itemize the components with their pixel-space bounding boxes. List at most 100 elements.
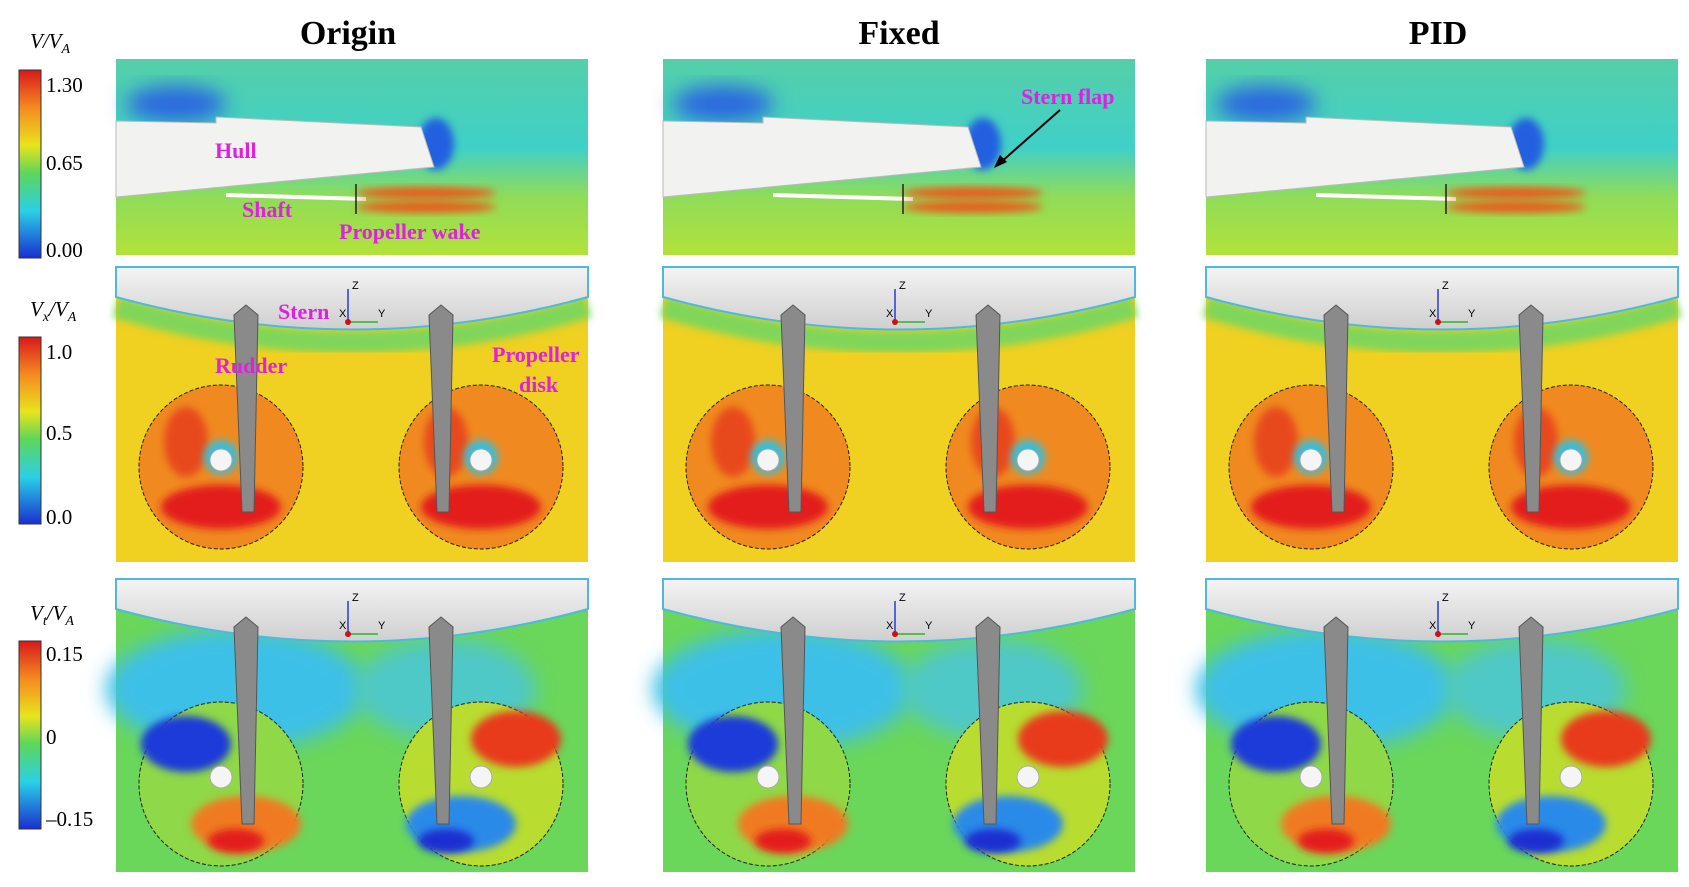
hub (209, 448, 233, 472)
stern (115, 578, 589, 643)
colorbar-label: V/VA (30, 29, 71, 57)
rudder (233, 616, 259, 825)
high-region (1251, 485, 1371, 529)
triad-label: Z (899, 280, 906, 292)
rudder (1323, 304, 1349, 513)
annotation: Shaft (242, 197, 293, 222)
high-region (968, 485, 1088, 529)
hub (1299, 765, 1323, 789)
triad-label: X (1429, 620, 1437, 632)
low-band (1202, 296, 1682, 353)
origin (345, 631, 351, 637)
origin (1435, 319, 1441, 325)
colorbar: V/VA 1.30 0.65 0.00 (18, 29, 83, 262)
column-titles: Origin Fixed PID (300, 15, 1467, 52)
high-region (1298, 829, 1354, 853)
high-region (1511, 485, 1631, 529)
triad-label: Y (925, 620, 933, 632)
triad-label: Y (1468, 620, 1476, 632)
colorbar: Vt/VA 0.15 0 –0.15 (18, 601, 93, 831)
low-region (965, 829, 1021, 853)
rudder (1323, 616, 1349, 825)
arrow-head (994, 155, 1007, 168)
low-region (1508, 829, 1564, 853)
hub (756, 448, 780, 472)
label-part: /V (48, 297, 70, 321)
hub (1299, 448, 1323, 472)
hull (662, 116, 982, 198)
stern (662, 578, 1136, 643)
annotation: Hull (215, 138, 257, 163)
high-region (711, 407, 755, 477)
triad-label: Y (378, 308, 386, 320)
velocity-panel (115, 59, 588, 255)
annotation: Propeller wake (339, 219, 481, 244)
label-part: /V (46, 601, 68, 625)
label-part: A (67, 310, 77, 325)
vt-panel: Z X Y (1196, 578, 1679, 872)
triad-label: Z (1442, 280, 1449, 292)
high-region (208, 829, 264, 853)
annotation: disk (519, 372, 559, 397)
shaft (225, 193, 367, 201)
colorbar-tick: 1.30 (46, 73, 83, 97)
arrow (999, 109, 1061, 164)
label-part: V (30, 297, 45, 321)
stern (1205, 578, 1679, 643)
colorbar: Vx/VA 1.0 0.5 0.0 (18, 297, 77, 529)
hull (1205, 116, 1525, 198)
wake (356, 201, 496, 213)
low-band (112, 296, 592, 353)
annotation: Stern flap (1021, 84, 1115, 109)
high-region (164, 407, 208, 477)
column-title: PID (1409, 15, 1468, 52)
colorbar-ramp (18, 69, 42, 259)
vx-panel: Z X Y (112, 266, 592, 562)
low-region (688, 716, 778, 772)
hub (1016, 765, 1040, 789)
vx-panel: Z X Y (659, 266, 1139, 562)
label-part: V/V (30, 29, 64, 53)
hub (1559, 448, 1583, 472)
colorbar-ramp (18, 640, 42, 830)
stern (115, 266, 589, 331)
origin (345, 319, 351, 325)
triad-label: X (886, 620, 894, 632)
colorbar-tick: 0.00 (46, 238, 83, 262)
high-region (1254, 407, 1298, 477)
vx-panel: Z X Y (1202, 266, 1682, 562)
colorbar-tick: 0.5 (46, 421, 72, 445)
triad-label: X (339, 308, 347, 320)
rudder (1518, 616, 1544, 825)
triad-label: Y (925, 308, 933, 320)
colorbar-tick: 1.0 (46, 340, 72, 364)
hull (115, 116, 435, 198)
label-part: A (64, 614, 74, 629)
colorbar-tick: –0.15 (45, 807, 93, 831)
wake (356, 187, 496, 199)
triad-label: Z (899, 592, 906, 604)
rudder (780, 616, 806, 825)
hub (1016, 448, 1040, 472)
column-title: Fixed (858, 15, 939, 52)
high-region (708, 485, 828, 529)
wake (903, 201, 1043, 213)
triad-label: Z (352, 280, 359, 292)
low-region (126, 86, 226, 122)
triad-label: X (339, 620, 347, 632)
label-part: t (43, 614, 48, 629)
high-region (421, 485, 541, 529)
wake (1446, 201, 1586, 213)
annotation: Stern (278, 299, 329, 324)
label-part: A (61, 42, 71, 57)
high-region (161, 485, 281, 529)
triad-label: X (886, 308, 894, 320)
triad-label: Y (1468, 308, 1476, 320)
rudder (428, 616, 454, 825)
triad-label: Z (352, 592, 359, 604)
rudder (428, 304, 454, 513)
low-region (673, 86, 773, 122)
label-part: x (42, 310, 50, 325)
wake (903, 187, 1043, 199)
